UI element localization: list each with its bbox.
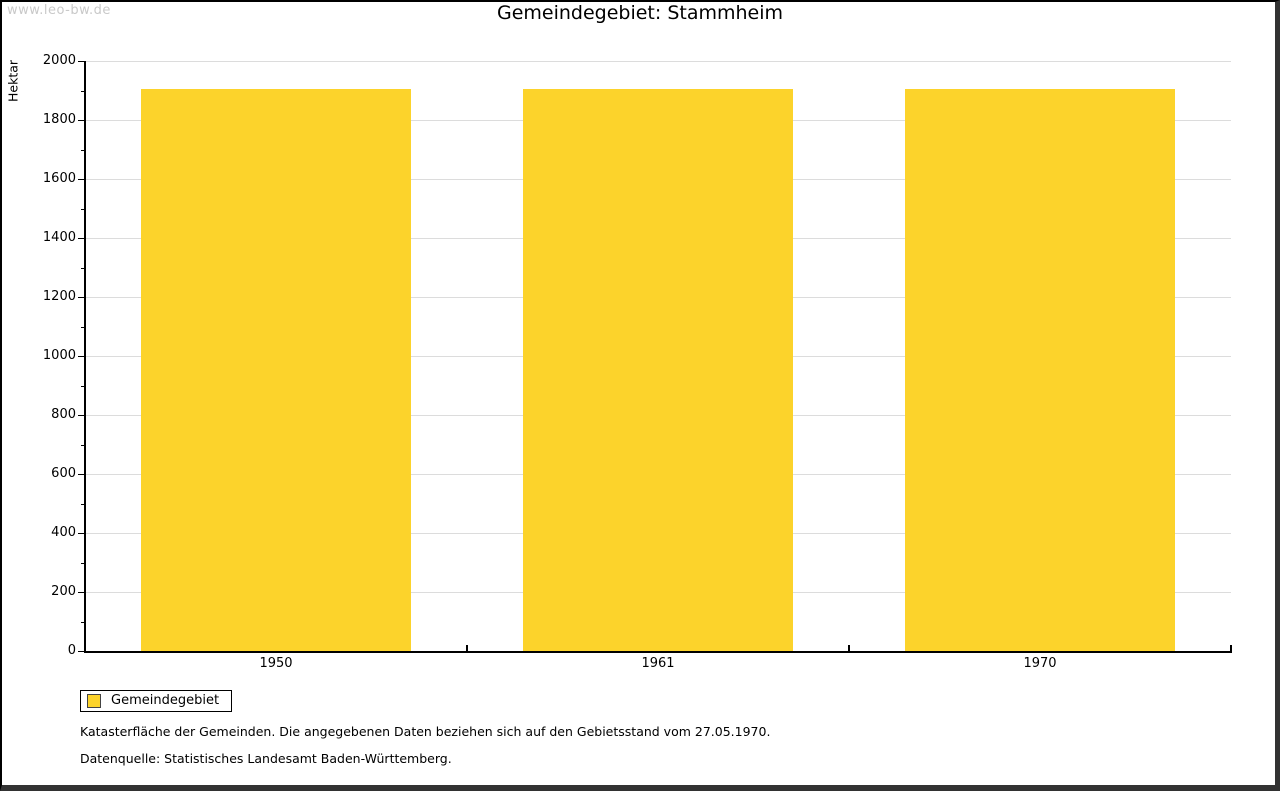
y-major-tick [78, 651, 85, 652]
y-minor-tick [81, 386, 85, 387]
footnote-source: Datenquelle: Statistisches Landesamt Bad… [80, 751, 452, 766]
y-major-tick [78, 238, 85, 239]
x-boundary-tick [466, 645, 468, 651]
legend: Gemeindegebiet [80, 690, 233, 712]
y-major-tick [78, 474, 85, 475]
legend-label: Gemeindegebiet [111, 693, 220, 708]
footnote-caption: Katasterfläche der Gemeinden. Die angege… [80, 724, 771, 739]
y-minor-tick [81, 150, 85, 151]
y-major-tick [78, 61, 85, 62]
y-tick-label-2000: 2000 [42, 53, 76, 68]
y-tick-label-400: 400 [51, 525, 76, 540]
y-major-tick [78, 415, 85, 416]
y-minor-tick [81, 445, 85, 446]
watermark: www.leo-bw.de [7, 3, 111, 18]
y-tick-label-1200: 1200 [42, 289, 76, 304]
y-minor-tick [81, 622, 85, 623]
x-axis-label-1970: 1970 [1023, 656, 1057, 671]
y-minor-tick [81, 327, 85, 328]
y-major-tick [78, 297, 85, 298]
bar-1950 [141, 89, 411, 651]
x-axis-line [84, 651, 1232, 653]
y-major-tick [78, 592, 85, 593]
y-tick-label-1400: 1400 [42, 230, 76, 245]
y-tick-label-200: 200 [51, 584, 76, 599]
y-minor-tick [81, 209, 85, 210]
y-major-tick [78, 179, 85, 180]
y-minor-tick [81, 268, 85, 269]
y-tick-label-1000: 1000 [42, 348, 76, 363]
x-axis-label-1961: 1961 [641, 656, 675, 671]
y-tick-label-0: 0 [67, 643, 76, 658]
x-axis-label-1950: 1950 [259, 656, 293, 671]
y-major-tick [78, 356, 85, 357]
y-tick-label-1600: 1600 [42, 171, 76, 186]
y-tick-label-800: 800 [51, 407, 76, 422]
y-tick-label-1800: 1800 [42, 112, 76, 127]
gridline [85, 61, 1231, 62]
bar-1970 [905, 89, 1175, 651]
y-axis-line [84, 61, 86, 653]
legend-swatch [87, 694, 101, 708]
bar-1961 [523, 89, 793, 651]
y-minor-tick [81, 91, 85, 92]
chart-title: Gemeindegebiet: Stammheim [496, 2, 784, 24]
y-major-tick [78, 120, 85, 121]
y-tick-label-600: 600 [51, 466, 76, 481]
x-boundary-tick [1230, 645, 1232, 651]
y-minor-tick [81, 563, 85, 564]
y-major-tick [78, 533, 85, 534]
y-minor-tick [81, 504, 85, 505]
x-boundary-tick [848, 645, 850, 651]
